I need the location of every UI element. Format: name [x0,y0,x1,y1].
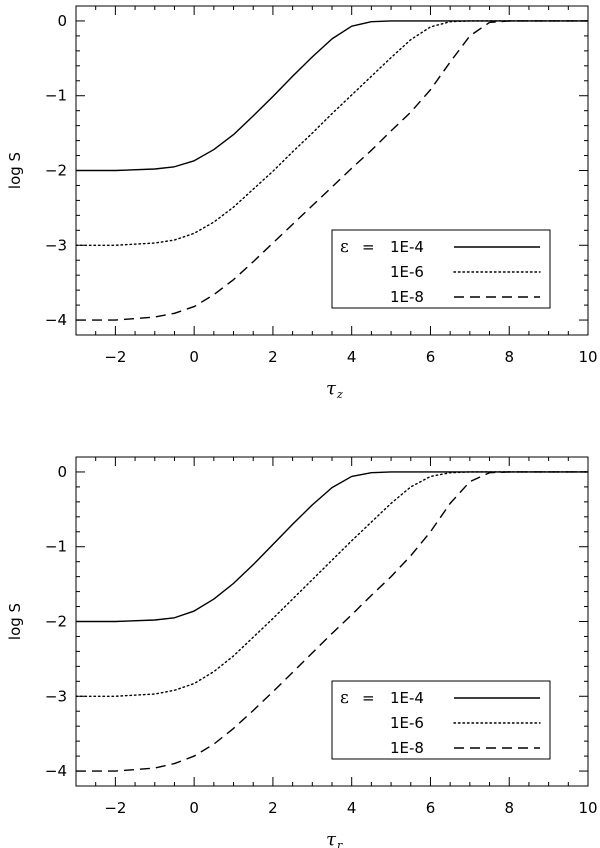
x-tick-label: −2 [104,348,126,366]
y-axis-label: log S [6,603,24,640]
y-tick-label: −4 [45,311,67,329]
legend-epsilon: ε [340,237,349,257]
y-tick-label: −3 [45,236,67,254]
y-tick-label: −1 [45,538,67,556]
x-tick-label: 4 [347,348,357,366]
series-line-1e-4 [76,471,588,623]
legend-label: 1E-8 [390,288,424,306]
legend-epsilon: ε [340,688,349,708]
legend-equals: = [362,238,375,256]
x-tick-label: 6 [426,348,436,366]
series-line-1e-6 [76,20,588,246]
legend-box [331,229,551,309]
y-tick-label: −1 [45,87,67,105]
series-line-1e-8 [76,20,588,321]
x-axis-label: τ [326,378,337,399]
x-tick-label: 2 [268,348,278,366]
x-tick-label: 0 [189,799,199,817]
series-line-1e-6 [76,471,588,697]
x-tick-label: 8 [504,799,514,817]
x-tick-label: 6 [426,799,436,817]
chart-panel-1: −2 0 2 4 6 8 10 −4 −3 −2 −1 0 log S τ z ε = 1E-4 1E-6 1E-8 [6,5,598,401]
series-line-1e-8 [76,471,588,772]
y-tick-label: −4 [45,762,67,780]
legend-box [331,680,551,760]
x-axis-label: τ [326,829,337,848]
legend-equals: = [362,689,375,707]
x-tick-label: 8 [504,348,514,366]
legend-label: 1E-6 [390,714,424,732]
y-tick-label: 0 [57,463,67,481]
legend-label: 1E-4 [390,238,424,256]
y-axis-label: log S [6,152,24,189]
x-tick-label: 2 [268,799,278,817]
legend-label: 1E-6 [390,263,424,281]
series-line-1e-4 [76,20,588,172]
x-axis-label-subscript: z [336,388,343,401]
x-tick-label: 10 [578,348,597,366]
y-tick-label: 0 [57,12,67,30]
x-tick-label: −2 [104,799,126,817]
x-tick-label: 4 [347,799,357,817]
y-tick-label: −2 [45,162,67,180]
legend-label: 1E-8 [390,739,424,757]
y-tick-label: −3 [45,687,67,705]
x-tick-label: 0 [189,348,199,366]
y-tick-label: −2 [45,613,67,631]
legend-label: 1E-4 [390,689,424,707]
x-axis-label-subscript: r [337,839,343,848]
x-tick-label: 10 [578,799,597,817]
chart-panel-2: −2 0 2 4 6 8 10 −4 −3 −2 −1 0 log S τ r ε = 1E-4 1E-6 1E-8 [6,456,598,848]
